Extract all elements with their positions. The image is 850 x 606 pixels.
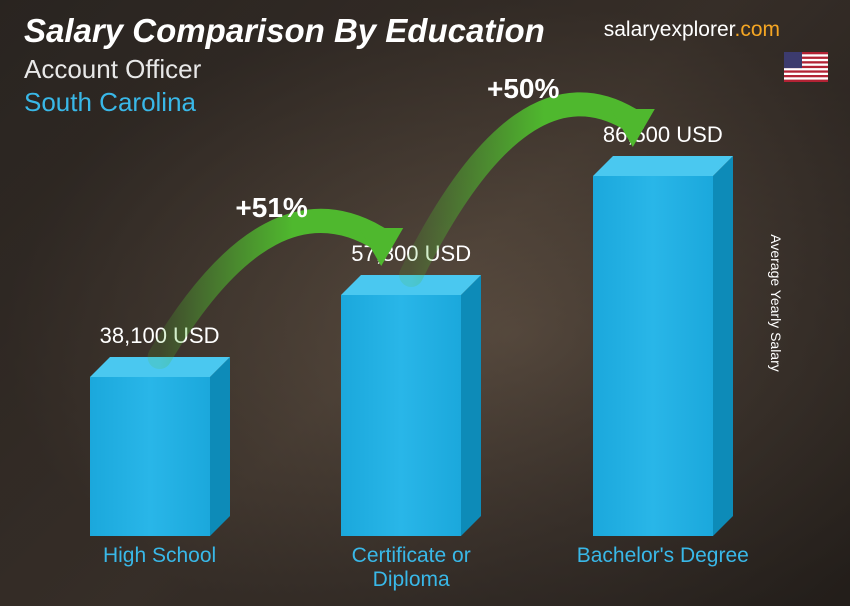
flag-icon xyxy=(784,52,828,82)
brand-tld: .com xyxy=(734,18,780,41)
chart-subtitle: Account Officer xyxy=(24,54,826,85)
bar-label: Certificate or Diploma xyxy=(311,544,511,592)
increase-label: +50% xyxy=(487,73,559,105)
increase-arrow xyxy=(50,140,790,536)
bar-chart: 38,100 USDHigh School57,800 USDCertifica… xyxy=(50,140,790,536)
chart-location: South Carolina xyxy=(24,87,826,118)
brand-name: salaryexplorer xyxy=(604,18,735,41)
brand-logo: salaryexplorer.com xyxy=(604,18,780,42)
bar-label: Bachelor's Degree xyxy=(563,544,763,568)
bar-label: High School xyxy=(60,544,260,568)
